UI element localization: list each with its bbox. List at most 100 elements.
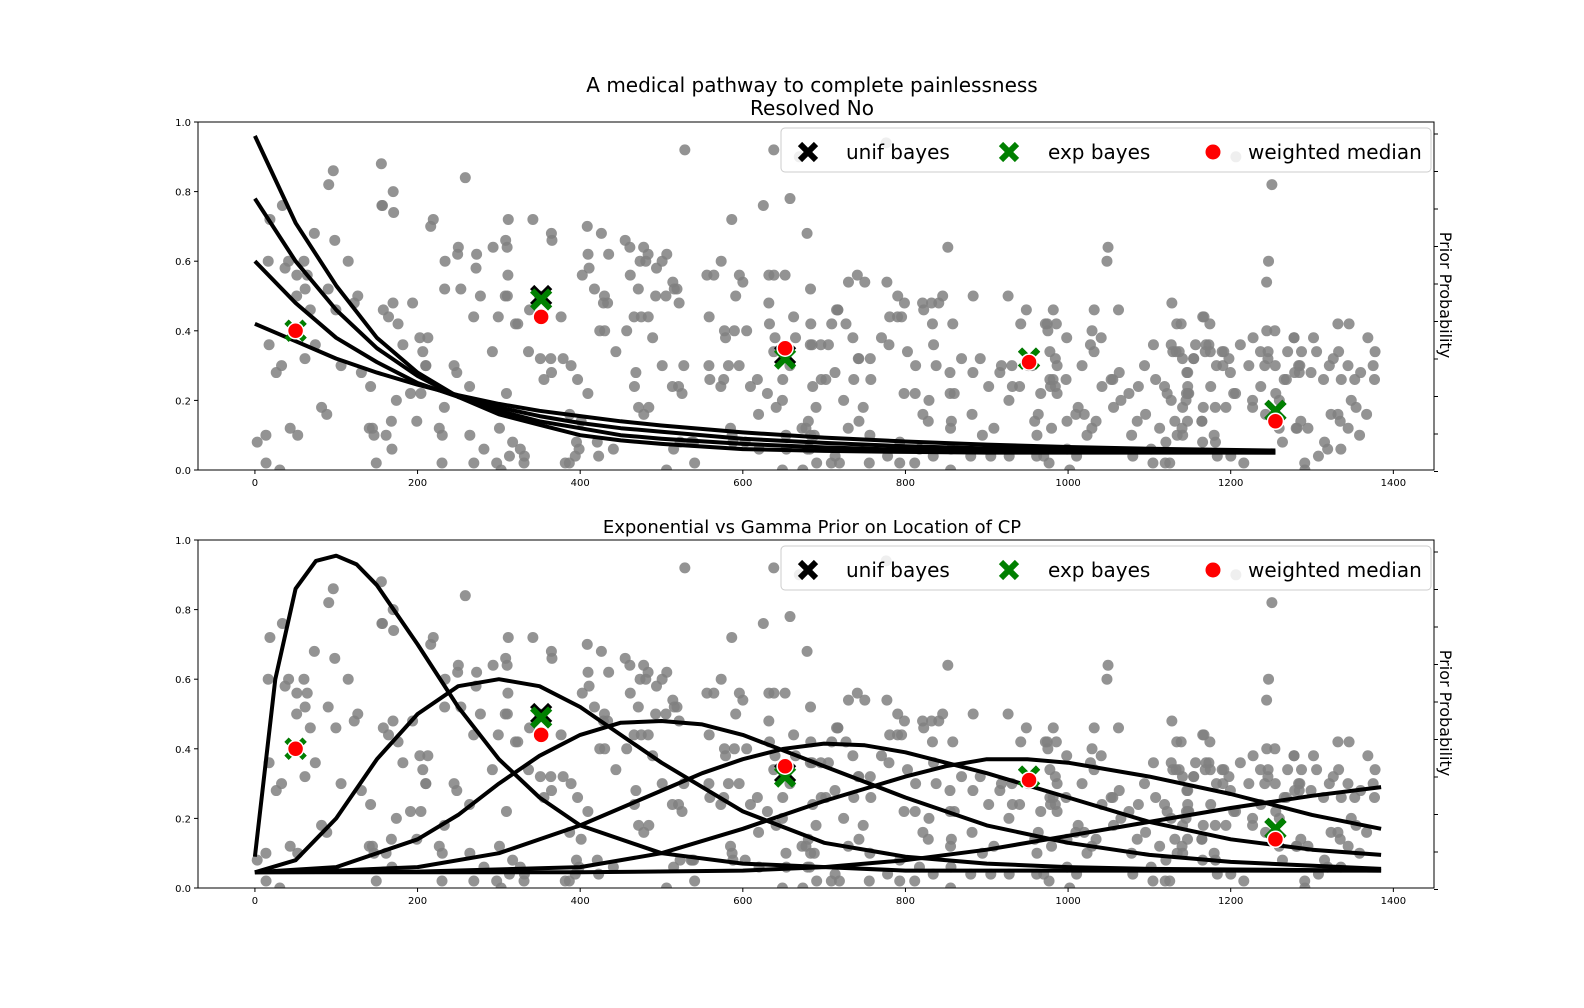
scatter-point <box>405 805 417 817</box>
scatter-point <box>500 805 512 817</box>
legend-label: weighted median <box>1248 558 1422 582</box>
scatter-point <box>1278 374 1290 386</box>
scatter-point <box>1003 812 1015 824</box>
scatter-point <box>797 882 809 888</box>
scatter-point <box>624 659 636 671</box>
scatter-point <box>1200 757 1212 769</box>
scatter-point <box>1006 380 1018 392</box>
x-tick-label: 1200 <box>1218 896 1243 907</box>
scatter-point <box>1006 798 1018 810</box>
scatter-point <box>942 659 954 671</box>
scatter-point <box>947 318 959 330</box>
scatter-point <box>492 311 504 323</box>
scatter-point <box>499 708 511 720</box>
scatter-point <box>1147 757 1159 769</box>
scatter-point <box>1015 736 1027 748</box>
scatter-point <box>822 339 834 351</box>
scatter-point <box>842 422 854 434</box>
scatter-point <box>1335 443 1347 455</box>
scatter-point <box>433 840 445 852</box>
scatter-point <box>274 464 286 470</box>
scatter-point <box>1234 339 1246 351</box>
scatter-point <box>763 318 775 330</box>
scatter-point <box>1342 778 1354 790</box>
scatter-point <box>493 840 505 852</box>
scatter-point <box>1323 360 1335 372</box>
scatter-point <box>1305 785 1317 797</box>
scatter-point <box>668 701 680 713</box>
scatter-point <box>274 882 286 888</box>
scatter-point <box>607 443 619 455</box>
scatter-point <box>733 778 745 790</box>
scatter-point <box>377 722 389 734</box>
scatter-point <box>1234 757 1246 769</box>
scatter-point <box>726 213 738 225</box>
scatter-point <box>1039 736 1051 748</box>
y-tick-label: 0.6 <box>175 257 191 268</box>
scatter-point <box>260 847 272 859</box>
legend: unif bayes exp bayes weighted median <box>780 127 1432 173</box>
scatter-point <box>546 367 558 379</box>
scatter-point <box>726 631 738 643</box>
scatter-point <box>1243 360 1255 372</box>
scatter-point <box>523 346 535 358</box>
scatter-point <box>500 234 512 246</box>
scatter-point <box>892 708 904 720</box>
scatter-point <box>1269 743 1281 755</box>
scatter-point <box>865 792 877 804</box>
legend: unif bayes exp bayes weighted median <box>780 545 1432 591</box>
scatter-point <box>1002 290 1014 302</box>
scatter-point <box>1261 325 1273 337</box>
scatter-point <box>797 464 809 470</box>
scatter-point <box>967 290 979 302</box>
scatter-point <box>576 687 588 699</box>
scatter-point <box>945 415 957 427</box>
scatter-point <box>881 276 893 288</box>
scatter-point <box>1166 297 1178 309</box>
scatter-point <box>826 318 838 330</box>
scatter-point <box>944 785 956 797</box>
scatter-point <box>1342 360 1354 372</box>
scatter-point <box>967 785 979 797</box>
scatter-point <box>703 360 715 372</box>
scatter-point <box>502 213 514 225</box>
scatter-point <box>464 429 476 441</box>
scatter-point <box>599 325 611 337</box>
scatter-point <box>966 826 978 838</box>
scatter-point <box>321 408 333 420</box>
scatter-point <box>801 645 813 657</box>
axes-frame <box>197 121 1435 471</box>
scatter-point <box>486 346 498 358</box>
scatter-point <box>730 708 742 720</box>
scatter-point <box>546 785 558 797</box>
scatter-point <box>753 826 765 838</box>
legend-entry-2: exp bayes <box>998 558 1150 582</box>
scatter-point <box>901 764 913 776</box>
scatter-point <box>1029 415 1041 427</box>
scatter-point <box>632 701 644 713</box>
scatter-point <box>478 443 490 455</box>
scatter-point <box>864 771 876 783</box>
scatter-point <box>1369 346 1381 358</box>
scatter-point <box>875 750 887 762</box>
scatter-point <box>922 833 934 845</box>
scatter-point <box>1208 847 1220 859</box>
scatter-point <box>1154 422 1166 434</box>
scatter-point <box>1051 778 1063 790</box>
scatter-point <box>301 687 313 699</box>
scatter-point <box>741 325 753 337</box>
scatter-point <box>753 408 765 420</box>
scatter-point <box>1173 764 1185 776</box>
scatter-point <box>1255 380 1267 392</box>
scatter-point <box>1299 875 1311 887</box>
scatter-point <box>1197 729 1209 741</box>
scatter-point <box>387 297 399 309</box>
scatter-point <box>414 750 426 762</box>
scatter-point <box>1182 380 1194 392</box>
scatter-point <box>994 785 1006 797</box>
prior-curve-1 <box>252 553 1382 873</box>
prior-curve-3 <box>254 719 1382 875</box>
scatter-point <box>582 248 594 260</box>
scatter-point <box>847 750 859 762</box>
scatter-point <box>722 360 734 372</box>
